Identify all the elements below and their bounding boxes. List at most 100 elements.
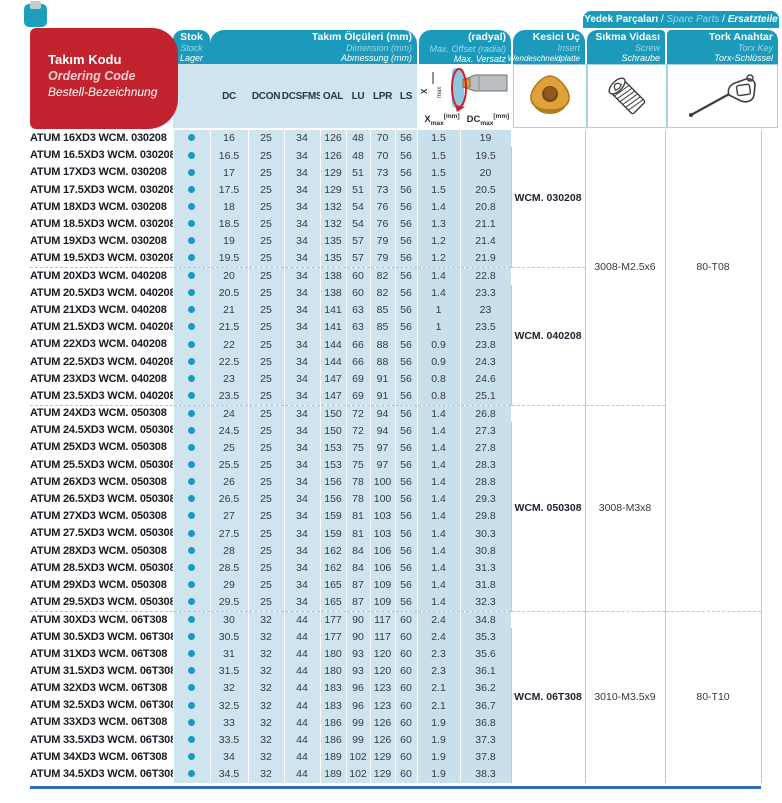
dcmax-cell: 38.3 [459, 765, 512, 784]
lpr-cell: 126 [369, 714, 396, 732]
dcsfms-cell: 44 [283, 680, 321, 698]
lu-cell: 75 [345, 456, 371, 474]
lpr-cell: 103 [369, 508, 396, 526]
stock-dot-icon [188, 460, 195, 468]
ordering-code-cell: ATUM 17XD3 WCM. 030208 [30, 164, 173, 182]
table-row: ATUM 29XD3 WCM. 050308 29 25 34 165 87 109 56 1.… [30, 576, 761, 595]
lu-cell: 66 [345, 353, 371, 371]
stock-dot-icon [188, 770, 195, 778]
dcon-cell: 25 [247, 336, 285, 354]
stock-cell [172, 319, 211, 337]
stock-cell [172, 422, 211, 440]
stock-cell [172, 559, 211, 577]
lpr-cell: 88 [369, 353, 396, 371]
dcmax-cell: 35.6 [459, 645, 512, 663]
lpr-cell: 88 [369, 336, 396, 354]
dcon-cell: 32 [247, 731, 285, 749]
ls-cell: 60 [394, 765, 418, 784]
xmax-cell: 1.4 [416, 198, 461, 216]
ordering-code-title-de: Bestell-Bezeichnung [48, 85, 158, 99]
ls-cell: 56 [394, 525, 418, 543]
dcmax-cell: 36.2 [459, 680, 512, 698]
ordering-code-cell: ATUM 25XD3 WCM. 050308 [30, 439, 173, 457]
xmax-cell: 1 [416, 319, 461, 337]
torx-header: Tork Anahtar Torx Key Torx-Schlüssel [667, 30, 778, 64]
screw-icon-cell [587, 64, 667, 128]
xmax-cell: 1.4 [416, 542, 461, 560]
dc-cell: 16 [209, 130, 249, 148]
ordering-code-cell: ATUM 29XD3 WCM. 050308 [30, 576, 173, 595]
dc-cell: 22 [209, 336, 249, 354]
dc-cell: 24.5 [209, 422, 249, 440]
dcmax-cell: 24.3 [459, 353, 512, 371]
dcon-cell: 25 [247, 319, 285, 337]
dc-cell: 32 [209, 680, 249, 698]
xmax-cell: 0.8 [416, 387, 461, 405]
lu-cell: 60 [345, 266, 371, 285]
column-label-oal: OAL [320, 64, 346, 128]
stock-dot-icon [188, 684, 195, 692]
dcon-cell: 25 [247, 147, 285, 165]
dcmax-cell: 37.3 [459, 731, 512, 749]
offset-header: Maks. Ofset (radyal) Max. Offset (radial… [419, 19, 511, 74]
oal-cell: 189 [319, 748, 347, 766]
lpr-cell: 73 [369, 164, 396, 182]
lpr-cell: 97 [369, 456, 396, 474]
screw-icon [608, 77, 646, 115]
oal-cell: 165 [319, 576, 347, 595]
dc-cell: 21.5 [209, 319, 249, 337]
screw-header-de: Schraube [621, 53, 660, 64]
oal-cell: 141 [319, 319, 347, 337]
dcon-cell: 25 [247, 284, 285, 302]
lu-cell: 81 [345, 525, 371, 543]
lu-cell: 63 [345, 319, 371, 337]
dcmax-cell: 28.8 [459, 473, 512, 491]
stock-cell [172, 594, 211, 612]
dc-cell: 17.5 [209, 181, 249, 199]
oal-cell: 180 [319, 662, 347, 680]
dcon-cell: 25 [247, 422, 285, 440]
catalog-table: ATUM 16XD3 WCM. 030208 16 25 34 126 48 70 56 1.5… [30, 130, 762, 784]
dcsfms-cell: 34 [283, 490, 321, 509]
oal-cell: 150 [319, 422, 347, 440]
table-row: ATUM 16.5XD3 WCM. 030208 16.5 25 34 126 48 70 5… [30, 147, 761, 165]
dcon-cell: 25 [247, 490, 285, 509]
dcsfms-cell: 34 [283, 147, 321, 165]
xmax-cell: 1 [416, 301, 461, 320]
oal-cell: 156 [319, 490, 347, 509]
lu-cell: 93 [345, 662, 371, 680]
dc-cell: 19.5 [209, 250, 249, 268]
lu-cell: 51 [345, 164, 371, 182]
dcmax-cell: 26.8 [459, 404, 512, 423]
dcon-cell: 25 [247, 130, 285, 148]
oal-cell: 156 [319, 473, 347, 491]
ls-cell: 56 [394, 370, 418, 388]
table-row: ATUM 27XD3 WCM. 050308 27 25 34 159 81 103 56 1.… [30, 508, 761, 526]
dcsfms-cell: 44 [283, 662, 321, 680]
stock-dot-icon [188, 667, 195, 675]
oal-cell: 144 [319, 353, 347, 371]
xmax-cell: 1.4 [416, 525, 461, 543]
dcon-cell: 32 [247, 714, 285, 732]
dcsfms-cell: 34 [283, 576, 321, 595]
stock-cell [172, 610, 211, 629]
dc-cell: 27 [209, 508, 249, 526]
stock-dot-icon [188, 735, 195, 743]
xmax-cell: 1.4 [416, 490, 461, 509]
oal-cell: 144 [319, 336, 347, 354]
dcon-cell: 25 [247, 164, 285, 182]
insert-group-cell: WCM. 06T308 [510, 610, 585, 784]
table-row: ATUM 32XD3 WCM. 06T308 32 32 44 183 96 123 60 2.… [30, 680, 761, 698]
dcon-cell: 25 [247, 525, 285, 543]
dcsfms-cell: 34 [283, 301, 321, 320]
dcsfms-cell: 44 [283, 714, 321, 732]
torx-header-en: Torx Key [737, 42, 773, 53]
ls-cell: 60 [394, 610, 418, 629]
ordering-code-cell: ATUM 21XD3 WCM. 040208 [30, 301, 173, 320]
ls-cell: 60 [394, 662, 418, 680]
dcsfms-cell: 34 [283, 525, 321, 543]
dc-cell: 17 [209, 164, 249, 182]
ordering-code-cell: ATUM 26XD3 WCM. 050308 [30, 473, 173, 491]
lu-cell: 87 [345, 576, 371, 595]
dcsfms-cell: 34 [283, 594, 321, 612]
